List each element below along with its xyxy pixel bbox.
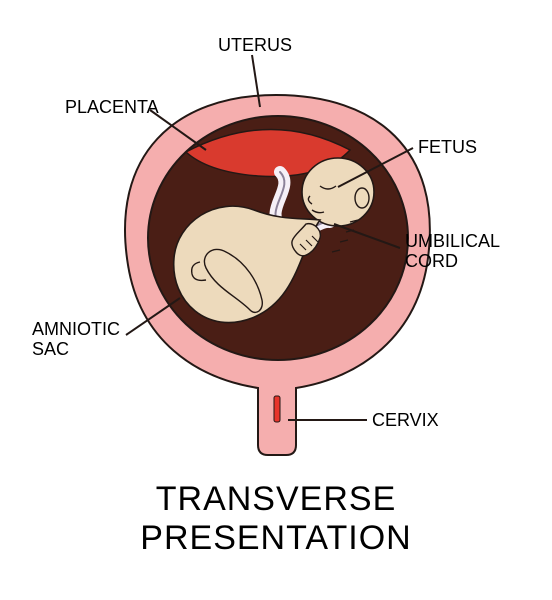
cervix-shape [274,396,280,422]
label-uterus: UTERUS [218,36,292,56]
label-fetus: FETUS [418,138,477,158]
label-cervix: CERVIX [372,411,439,431]
title-line-1: TRANSVERSE [156,480,397,518]
label-umbilical-cord: UMBILICAL CORD [405,232,500,272]
label-amniotic-sac: AMNIOTIC SAC [32,320,120,360]
diagram-canvas: UTERUS PLACENTA FETUS UMBILICAL CORD AMN… [0,0,552,600]
title-line-2: PRESENTATION [140,519,411,557]
label-placenta: PLACENTA [65,98,159,118]
diagram-title: TRANSVERSE PRESENTATION [0,480,552,558]
